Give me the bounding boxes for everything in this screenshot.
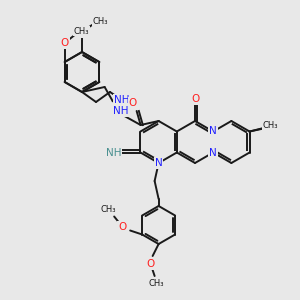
Text: NH: NH — [113, 106, 128, 116]
Text: CH₃: CH₃ — [149, 280, 164, 289]
Text: O: O — [78, 27, 86, 37]
Text: N: N — [155, 158, 163, 168]
Text: O: O — [118, 221, 126, 232]
Text: CH₃: CH₃ — [263, 121, 278, 130]
Text: NH: NH — [114, 95, 130, 105]
Text: NH: NH — [106, 148, 121, 158]
Text: CH₃: CH₃ — [74, 26, 89, 35]
Text: O: O — [191, 94, 199, 104]
Text: CH₃: CH₃ — [100, 205, 116, 214]
Text: N: N — [209, 148, 217, 158]
Text: O: O — [128, 98, 137, 108]
Text: CH₃: CH₃ — [92, 16, 108, 26]
Text: O: O — [61, 38, 69, 48]
Text: O: O — [146, 259, 155, 269]
Text: N: N — [209, 127, 217, 136]
